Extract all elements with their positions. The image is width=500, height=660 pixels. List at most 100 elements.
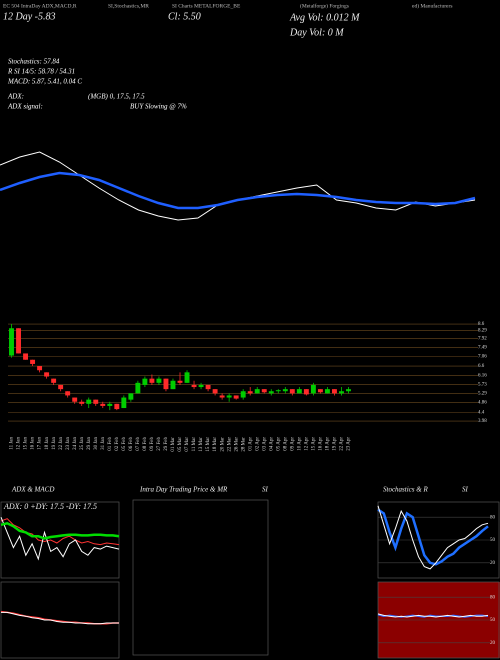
series-line — [377, 613, 489, 618]
panel-title: Stochastics & R — [383, 486, 428, 494]
x-tick-label: 07 Mar — [185, 437, 190, 452]
panel-label: ADX: 0 +DY: 17.5 -DY: 17.5 — [3, 502, 97, 511]
candle-body — [247, 391, 253, 394]
series-line — [0, 518, 120, 546]
x-tick-label: 15 Jan — [24, 437, 29, 450]
x-tick-label: 01 Apr — [248, 437, 253, 451]
x-tick-label: 13 Mar — [199, 437, 204, 452]
panel-title: Intra Day Trading Price & MR — [139, 486, 228, 494]
y-tick-label: 6.16 — [478, 373, 487, 378]
candle-body — [268, 391, 274, 394]
x-tick-label: 24 Jan — [73, 437, 78, 450]
candle-body — [205, 384, 211, 390]
candle-body — [107, 403, 113, 406]
y-tick-label: 8.29 — [478, 329, 487, 334]
candle-body — [9, 328, 14, 356]
candle-body — [184, 372, 190, 383]
x-tick-label: 18 Apr — [326, 437, 331, 451]
x-tick-label: 12 Jan — [17, 437, 22, 450]
candle-body — [93, 399, 99, 404]
candle-body — [58, 384, 64, 390]
x-tick-label: 31 Jan — [101, 437, 106, 450]
y-tick-label: 80 — [490, 595, 496, 600]
x-tick-label: 29 Jan — [87, 437, 92, 450]
x-tick-label: 05 Mar — [178, 437, 183, 452]
series-line — [1, 611, 119, 625]
candle-body — [303, 389, 309, 395]
x-tick-label: 15 Mar — [206, 437, 211, 452]
x-tick-label: 27 Feb — [157, 437, 162, 451]
x-tick-label: 09 Feb — [150, 437, 155, 451]
x-tick-label: 06 Feb — [129, 437, 134, 451]
y-tick-label: 50 — [490, 538, 496, 543]
header-text: (Metalforge) Forgings — [300, 2, 349, 9]
candle-body — [317, 389, 323, 393]
y-tick-label: 20 — [490, 561, 496, 566]
candle-body — [142, 378, 148, 385]
candle-body — [114, 403, 120, 410]
day-change: 12 Day -5.83 — [3, 11, 56, 22]
candle-body — [16, 328, 21, 354]
x-tick-label: 25 Jan — [80, 437, 85, 450]
series-line — [0, 517, 120, 561]
x-tick-label: 07 Feb — [136, 437, 141, 451]
candle-body — [324, 389, 330, 394]
x-tick-label: 17 Jan — [38, 437, 43, 450]
candle-body — [23, 353, 29, 360]
series-line — [0, 521, 120, 540]
x-tick-label: 03 Apr — [262, 437, 267, 451]
panel-title: SI — [262, 486, 269, 494]
indicator-text: MACD: 5.87, 5.41, 0.04 C — [7, 78, 82, 86]
candle-body — [100, 403, 106, 406]
candle-body — [289, 389, 295, 394]
panel-frame — [132, 499, 269, 656]
y-tick-label: 4.86 — [478, 401, 487, 406]
candle-body — [177, 380, 183, 383]
y-tick-label: 5.29 — [478, 392, 487, 397]
panel-frame — [0, 581, 120, 659]
indicator-text: BUY Slowing @ 7% — [130, 103, 187, 111]
candle-body — [51, 378, 57, 383]
day-volume: Day Vol: 0 M — [289, 27, 344, 38]
y-tick-label: 80 — [490, 515, 496, 520]
x-tick-label: 30 Jan — [94, 437, 99, 450]
x-tick-label: 26 Mar — [234, 437, 239, 452]
indicator-text: (MGB) 0, 17.5, 17.5 — [88, 93, 145, 101]
x-tick-label: 18 Mar — [213, 437, 218, 452]
candle-body — [226, 395, 232, 398]
x-tick-label: 22 Mar — [227, 437, 232, 452]
panel-title: ADX & MACD — [11, 486, 54, 494]
y-tick-label: 7.92 — [478, 336, 487, 341]
x-tick-label: 22 Apr — [340, 437, 345, 451]
candle-body — [240, 391, 246, 398]
avg-volume: Avg Vol: 0.012 M — [289, 12, 360, 23]
x-tick-label: 02 Apr — [255, 437, 260, 451]
indicator-text: ADX: — [7, 93, 24, 101]
x-tick-label: 23 Apr — [347, 437, 352, 451]
x-tick-label: 10 Apr — [297, 437, 302, 451]
candle-body — [149, 378, 155, 383]
candle-body — [275, 390, 281, 392]
panel-title: SI — [462, 486, 469, 494]
y-tick-label: 3.98 — [478, 419, 487, 424]
y-tick-label: 7.06 — [478, 355, 487, 360]
x-tick-label: 15 Apr — [312, 437, 317, 451]
candle-body — [79, 401, 85, 404]
x-tick-label: 16 Jan — [31, 437, 36, 450]
y-tick-label: 4.4 — [478, 410, 485, 415]
candle-body — [121, 397, 127, 409]
header-text: SI,Stochastics,MR — [108, 3, 149, 9]
x-tick-label: 16 Apr — [319, 437, 324, 451]
x-tick-label: 09 Apr — [290, 437, 295, 451]
candle-body — [128, 393, 134, 400]
y-tick-label: 20 — [490, 641, 496, 646]
candle-body — [156, 378, 162, 383]
x-tick-label: 11 Jan — [10, 437, 15, 450]
candle-body — [198, 384, 204, 388]
candle-body — [170, 380, 176, 390]
x-tick-label: 18 Jan — [45, 437, 50, 450]
x-tick-label: 08 Feb — [143, 437, 148, 451]
candle-body — [72, 397, 78, 402]
